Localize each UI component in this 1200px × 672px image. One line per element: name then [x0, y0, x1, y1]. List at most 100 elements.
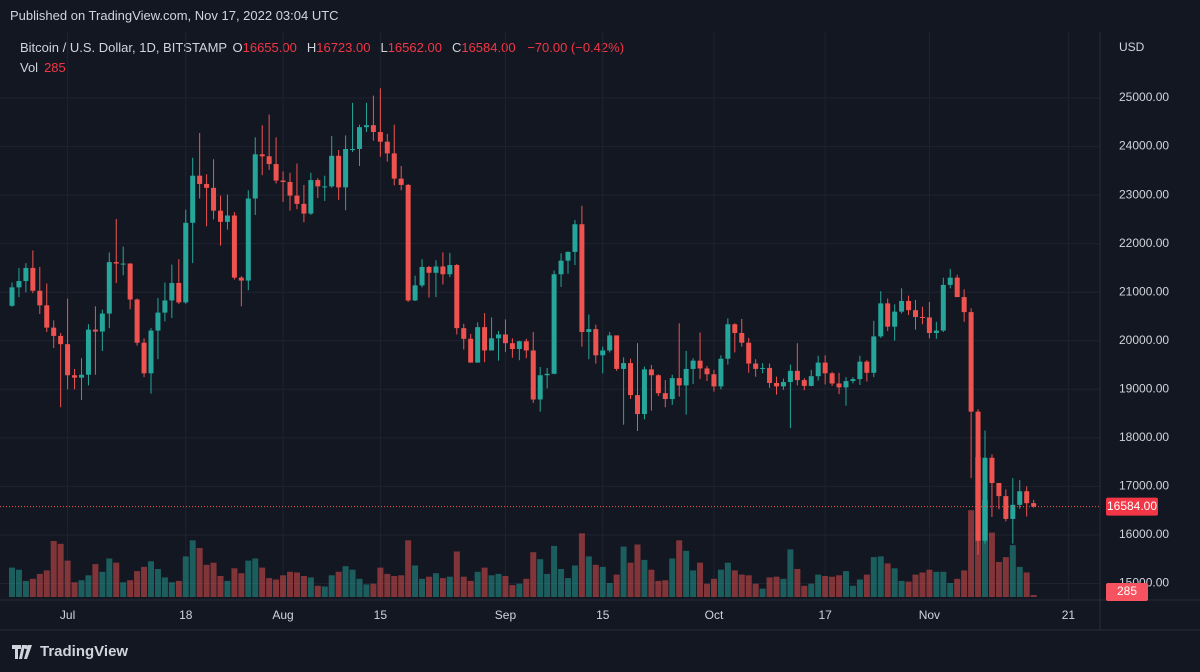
candle-body — [350, 148, 356, 150]
volume-bar — [502, 576, 509, 597]
candle-body — [878, 303, 884, 337]
x-tick-label: 15 — [596, 608, 610, 622]
candle-body — [996, 483, 1002, 497]
volume-bar — [300, 576, 307, 597]
candle-body — [913, 310, 918, 317]
candle-body — [767, 367, 773, 383]
volume-bar — [210, 562, 217, 597]
volume-bar — [947, 583, 954, 597]
volume-bar — [106, 558, 113, 597]
y-tick-label: 19000.00 — [1119, 381, 1169, 395]
candle-body — [746, 342, 752, 364]
volume-bar — [898, 580, 905, 597]
candle-body — [51, 327, 57, 336]
candle-body — [72, 375, 78, 378]
volume-bar — [280, 575, 287, 597]
candle-body — [315, 180, 321, 187]
candle-body — [252, 154, 258, 199]
volume-bar — [92, 564, 99, 597]
x-tick-label: 21 — [1062, 608, 1076, 622]
candle-body — [440, 266, 446, 275]
brand[interactable]: TradingView — [12, 643, 128, 660]
ohlc-value: 16584.00 — [461, 40, 516, 55]
volume-bar — [15, 569, 22, 597]
volume-bar — [321, 586, 328, 597]
candle-body — [176, 282, 182, 303]
candle-body — [231, 215, 237, 278]
candle-body — [391, 153, 397, 179]
candle-body — [537, 375, 543, 400]
volume-bar — [544, 573, 551, 597]
candle-body — [739, 332, 745, 343]
brand-name: TradingView — [40, 643, 129, 660]
volume-bar — [391, 576, 398, 597]
candle-body — [725, 324, 731, 359]
volume-bar — [787, 549, 794, 597]
volume-bar — [307, 577, 314, 597]
candle-body — [197, 175, 203, 184]
volume-bar — [453, 551, 460, 597]
volume-bar — [523, 578, 530, 597]
volume-bar — [189, 540, 196, 597]
x-tick-label: Jul — [60, 608, 75, 622]
volume-bar — [356, 578, 363, 597]
volume-bar — [293, 572, 300, 597]
volume-bar — [120, 582, 127, 597]
candle-body — [676, 378, 682, 386]
volume-bar — [412, 565, 419, 597]
volume-bar — [113, 562, 120, 597]
volume-bar — [154, 569, 161, 597]
candle-body — [426, 266, 432, 273]
volume-bar — [245, 560, 252, 597]
candle-body — [697, 360, 703, 369]
candle-body — [99, 313, 105, 332]
volume-bar — [856, 579, 863, 597]
candle-body — [1031, 503, 1037, 507]
volume-bar — [578, 533, 585, 597]
volume-bar — [148, 561, 154, 597]
candle-body — [384, 141, 390, 154]
candle-body — [461, 328, 467, 339]
volume-bar — [558, 569, 565, 597]
volume-bar — [912, 574, 919, 597]
volume-bar — [134, 571, 141, 597]
volume-bar — [613, 574, 620, 597]
candle-body — [322, 186, 328, 188]
volume-bar — [933, 571, 940, 597]
candle-body — [162, 300, 168, 313]
candle-body — [30, 267, 36, 291]
volume-bar — [752, 583, 759, 597]
volume-bar — [481, 567, 488, 597]
volume-bar — [571, 565, 578, 597]
candle-body — [127, 263, 133, 300]
candle-body — [607, 335, 613, 351]
candle-body — [892, 311, 898, 327]
volume-bar — [982, 499, 988, 597]
candle-body — [857, 361, 863, 380]
candle-body — [134, 299, 140, 343]
candle-body — [530, 350, 536, 400]
volume-bar — [99, 571, 106, 597]
volume-bar — [585, 556, 592, 597]
candle-body — [169, 282, 175, 301]
x-tick-label: 17 — [818, 608, 832, 622]
candle-body — [614, 335, 620, 369]
candle-body — [982, 457, 988, 541]
volume-bar — [439, 578, 446, 597]
candle-body — [419, 266, 425, 286]
volume-bar — [57, 543, 64, 597]
candle-body — [308, 180, 314, 214]
volume-bar — [565, 578, 571, 597]
candle-body — [753, 363, 759, 369]
candle-body — [44, 305, 50, 328]
volume-bar — [759, 588, 766, 597]
volume-bar — [905, 581, 912, 597]
brand-logo — [12, 644, 32, 659]
candle-body — [906, 300, 912, 311]
y-tick-label: 25000.00 — [1119, 90, 1169, 104]
volume-bar — [836, 575, 843, 597]
volume-bar — [968, 510, 975, 597]
candle-body — [940, 284, 946, 331]
candle-body — [329, 155, 335, 187]
candle-body — [600, 350, 606, 356]
